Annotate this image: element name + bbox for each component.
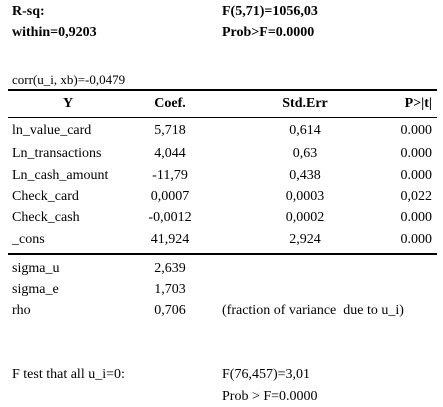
cell: 0,438 — [289, 168, 321, 183]
row-label: _cons — [12, 232, 45, 247]
cell: 0,0002 — [285, 210, 325, 225]
column-header: P>|t| — [404, 96, 432, 111]
cell: 0,614 — [289, 123, 321, 138]
rule — [8, 117, 437, 118]
column-header: Y — [62, 96, 74, 111]
f-stat: F(5,71)=1056,03 — [222, 4, 318, 19]
rule — [8, 89, 437, 91]
cell: 0,0003 — [285, 189, 325, 204]
row-label: sigma_u — [12, 261, 60, 276]
cell: 0,706 — [154, 303, 186, 318]
note: (fraction of variance due to u_i) — [222, 303, 404, 318]
r-sq-label: R-sq: — [12, 4, 45, 19]
footer-f-stat: F(76,457)=3,01 — [222, 367, 311, 382]
row-label: Ln_transactions — [12, 146, 102, 161]
cell: 0,0007 — [150, 189, 190, 204]
row-label: ln_value_card — [12, 123, 92, 138]
cell: 0.000 — [400, 168, 433, 183]
cell: 0.000 — [400, 123, 433, 138]
row-label: rho — [12, 303, 31, 318]
row-label: Check_card — [12, 189, 79, 204]
cell: 0,022 — [400, 189, 433, 204]
column-header: Std.Err — [282, 96, 328, 111]
cell: -0,0012 — [148, 210, 192, 225]
cell: 2,924 — [289, 232, 321, 247]
cell: 0,63 — [292, 146, 318, 161]
within: within=0,9203 — [12, 25, 97, 40]
row-label: Ln_cash_amount — [12, 168, 109, 183]
footer-label: F test that all u_i=0: — [12, 367, 125, 382]
cell: 4,044 — [154, 146, 186, 161]
cell: 41,924 — [150, 232, 190, 247]
cell: -11,79 — [152, 168, 188, 183]
cell: 2,639 — [154, 261, 186, 276]
cell: 5,718 — [154, 123, 186, 138]
prob: Prob>F=0.0000 — [222, 25, 315, 40]
rule — [8, 253, 437, 255]
row-label: sigma_e — [12, 282, 59, 297]
corr: corr(u_i, xb)=-0,0479 — [12, 72, 126, 87]
cell: 0.000 — [400, 210, 433, 225]
row-label: Check_cash — [12, 210, 80, 225]
cell: 0.000 — [400, 146, 433, 161]
cell: 0.000 — [400, 232, 433, 247]
footer-prob: Prob > F=0.0000 — [222, 389, 318, 404]
cell: 1,703 — [154, 282, 186, 297]
column-header: Coef. — [154, 96, 186, 111]
